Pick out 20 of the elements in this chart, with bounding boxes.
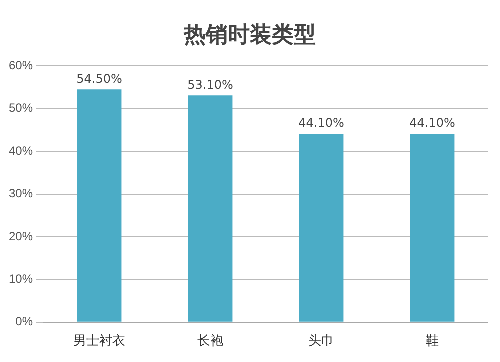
y-tick-label: 60% [8,58,34,73]
y-tick-label: 50% [8,101,34,116]
data-label: 44.10% [298,116,344,130]
y-tick-label: 40% [8,144,34,158]
bar [410,134,455,322]
x-tick-label: 鞋 [426,332,439,348]
data-label: 54.50% [76,72,122,86]
bar [77,90,122,322]
y-tick-label: 10% [8,272,34,286]
bar [299,134,344,322]
chart-title: 热销时装类型 [182,22,317,50]
data-label: 44.10% [410,116,456,130]
x-tick-label: 长袍 [198,332,224,348]
y-tick-label: 30% [8,186,34,201]
x-tick-label: 头巾 [308,332,335,348]
y-tick-label: 0% [16,314,34,329]
x-tick-label: 男士衬衣 [74,332,126,348]
y-tick-label: 20% [8,229,34,244]
bar [188,96,233,322]
data-label: 53.10% [188,78,234,92]
